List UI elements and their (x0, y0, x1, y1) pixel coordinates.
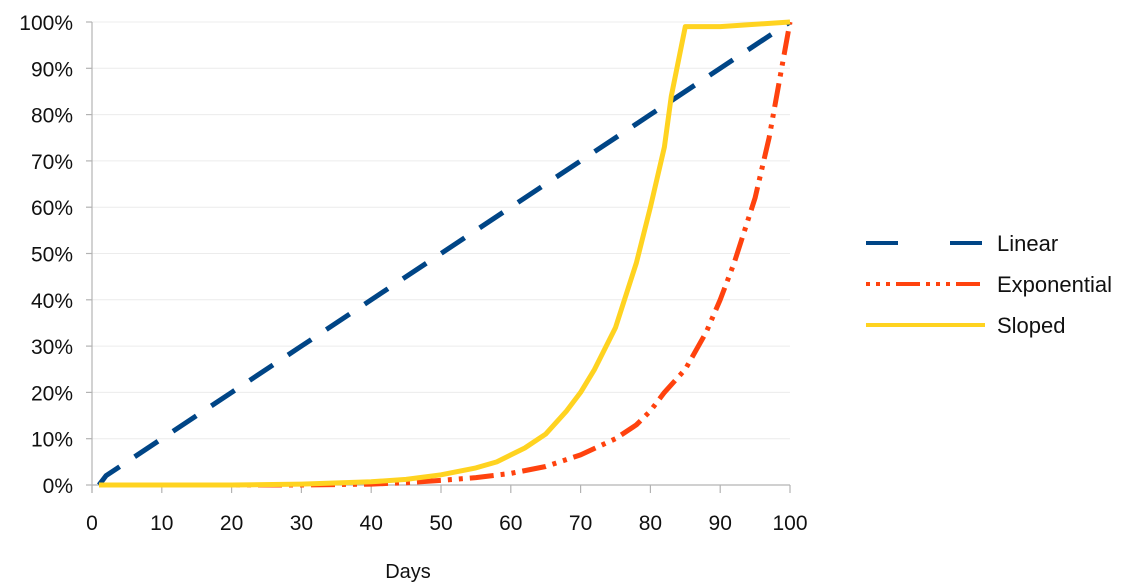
series-line-linear (97, 19, 792, 487)
legend-label: Linear (997, 231, 1058, 256)
y-tick-label: 30% (31, 336, 73, 359)
x-tick-label: 90 (709, 512, 732, 535)
y-tick-labels: 0% 10% 20% 30% 40% 50% 60% 70% 80% 90% 100% (19, 12, 73, 498)
legend: Linear Exponential Sloped (866, 231, 1112, 338)
x-tick-label: 40 (360, 512, 383, 535)
x-tick-label: 10 (150, 512, 173, 535)
x-tick-label: 60 (499, 512, 522, 535)
x-tick-label: 0 (86, 512, 98, 535)
x-axis-title: Days (385, 561, 431, 583)
series-lines (97, 19, 793, 488)
y-tick-label: 80% (31, 105, 73, 128)
series-line-sloped (99, 19, 791, 488)
y-tick-label: 10% (31, 429, 73, 452)
legend-label: Sloped (997, 313, 1066, 338)
x-tick-label: 50 (429, 512, 452, 535)
y-tick-label: 100% (19, 12, 73, 35)
y-tick-label: 20% (31, 382, 73, 405)
y-tick-label: 50% (31, 244, 73, 267)
y-tick-label: 40% (31, 290, 73, 313)
x-tick-label: 70 (569, 512, 592, 535)
x-tick-labels: 0 10 20 30 40 50 60 70 80 90 100 (86, 512, 807, 535)
x-tick-label: 30 (290, 512, 313, 535)
x-tick-label: 100 (772, 512, 807, 535)
y-tick-label: 60% (31, 197, 73, 220)
y-tick-label: 0% (43, 475, 73, 498)
legend-label: Exponential (997, 272, 1112, 297)
x-tick-label: 20 (220, 512, 243, 535)
y-tick-label: 90% (31, 58, 73, 81)
grid (92, 21, 790, 486)
x-tick-label: 80 (639, 512, 662, 535)
y-tick-label: 70% (31, 151, 73, 174)
